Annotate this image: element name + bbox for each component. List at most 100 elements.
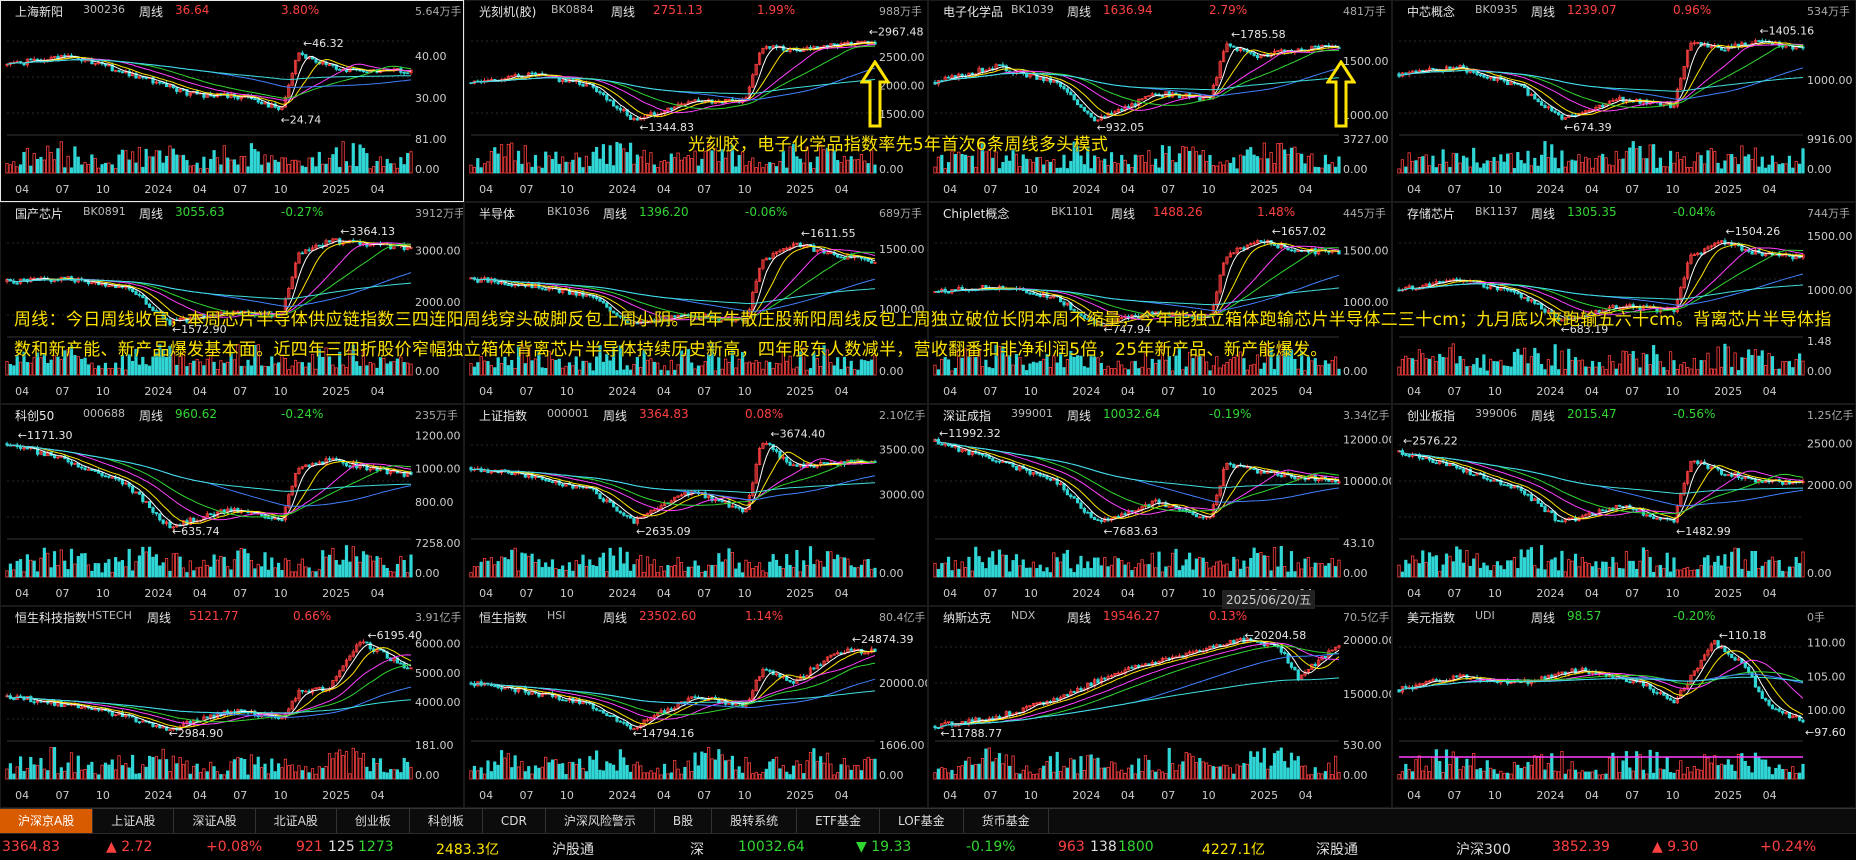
- volume-bar: [206, 772, 208, 779]
- candle-body: [1100, 520, 1102, 521]
- volume-bar: [1324, 155, 1326, 173]
- volume-bar: [998, 169, 1000, 173]
- x-tick-label: 07: [983, 385, 997, 398]
- volume-bar: [1564, 369, 1566, 375]
- volume-bar: [1199, 155, 1201, 173]
- candle-body: [240, 710, 242, 711]
- volume-bar: [1697, 153, 1699, 173]
- volume-bar: [765, 573, 767, 577]
- candle-body: [1673, 520, 1675, 522]
- y-tick-label: 3000.00: [879, 489, 925, 502]
- volume-bar: [1158, 552, 1160, 577]
- candle-body: [1561, 115, 1563, 119]
- volume-bar: [1216, 166, 1218, 173]
- volume-bar: [629, 143, 631, 173]
- x-tick-label: 07: [1625, 587, 1639, 600]
- volume-bar: [1154, 159, 1156, 173]
- volume-bar: [809, 163, 811, 173]
- candle-body: [406, 668, 408, 669]
- volume-bar: [301, 559, 303, 577]
- candle-body: [1520, 293, 1522, 297]
- volume-tick-label: 0.00: [1807, 163, 1832, 176]
- x-tick-label: 04: [1299, 385, 1313, 398]
- volume-bar: [480, 168, 482, 173]
- volume-bar: [589, 560, 591, 577]
- ma-line: [935, 46, 1339, 118]
- volume-bar: [260, 567, 262, 577]
- volume-bar: [6, 571, 8, 577]
- volume-bar: [1171, 371, 1173, 375]
- volume-bar: [165, 156, 167, 173]
- volume-bar: [1093, 558, 1095, 577]
- volume-bar: [53, 747, 55, 779]
- candle-body: [1439, 282, 1441, 283]
- candle-body: [318, 245, 320, 246]
- volume-bar: [995, 565, 997, 577]
- volume-bar: [406, 573, 408, 577]
- volume-bar: [843, 558, 845, 577]
- volume-bar: [612, 166, 614, 173]
- candle-body: [1134, 104, 1136, 106]
- candle-body: [602, 499, 604, 502]
- volume-bar: [1137, 156, 1139, 173]
- volume-bar: [1002, 162, 1004, 173]
- volume-bar: [1778, 560, 1780, 577]
- volume-bar: [400, 158, 402, 173]
- volume-bar: [1503, 366, 1505, 375]
- candle-body: [1503, 484, 1505, 485]
- volume-bar: [1432, 557, 1434, 577]
- candle-body: [30, 59, 32, 60]
- volume-bar: [629, 571, 631, 577]
- volume-bar: [714, 371, 716, 375]
- x-tick-label: 04: [1763, 183, 1777, 196]
- volume-bar: [1629, 148, 1631, 173]
- volume-bar: [544, 152, 546, 173]
- volume-bar: [626, 366, 628, 375]
- volume-bar: [555, 569, 557, 577]
- volume-bar: [128, 768, 130, 779]
- volume-bar: [335, 560, 337, 577]
- volume-bar: [1618, 364, 1620, 375]
- volume-bar: [209, 567, 211, 577]
- candle-body: [602, 93, 604, 95]
- volume-bar: [1710, 369, 1712, 375]
- volume-bar: [483, 164, 485, 173]
- y-tick-label: 1200.00: [415, 429, 461, 442]
- candle-body: [1506, 81, 1508, 85]
- volume-bar: [40, 157, 42, 173]
- candle-body: [1472, 475, 1474, 476]
- volume-bar: [339, 167, 341, 173]
- volume-bar: [247, 167, 249, 173]
- volume-bar: [480, 562, 482, 577]
- volume-bar: [345, 162, 347, 173]
- candle-body: [1540, 503, 1542, 506]
- volume-bar: [189, 561, 191, 577]
- volume-bar: [531, 554, 533, 577]
- ma-line: [7, 664, 411, 722]
- volume-bar: [1148, 369, 1150, 375]
- volume-bar: [1574, 554, 1576, 577]
- volume-bar: [23, 771, 25, 779]
- volume-bar: [575, 561, 577, 577]
- volume-bar: [1795, 161, 1797, 173]
- x-tick-label: 07: [233, 183, 247, 196]
- candle-body: [947, 77, 949, 78]
- volume-bar: [992, 552, 994, 577]
- x-tick-label: 07: [55, 183, 69, 196]
- volume-bar: [1618, 568, 1620, 577]
- candle-body: [1601, 105, 1603, 106]
